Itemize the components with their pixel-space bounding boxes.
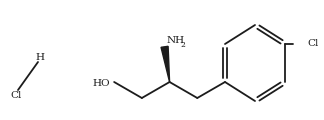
Polygon shape xyxy=(161,46,169,82)
Text: 2: 2 xyxy=(180,41,185,49)
Text: H: H xyxy=(36,54,44,63)
Text: Cl: Cl xyxy=(10,91,22,101)
Text: Cl: Cl xyxy=(307,39,318,48)
Text: NH: NH xyxy=(167,36,185,45)
Text: HO: HO xyxy=(93,78,110,87)
